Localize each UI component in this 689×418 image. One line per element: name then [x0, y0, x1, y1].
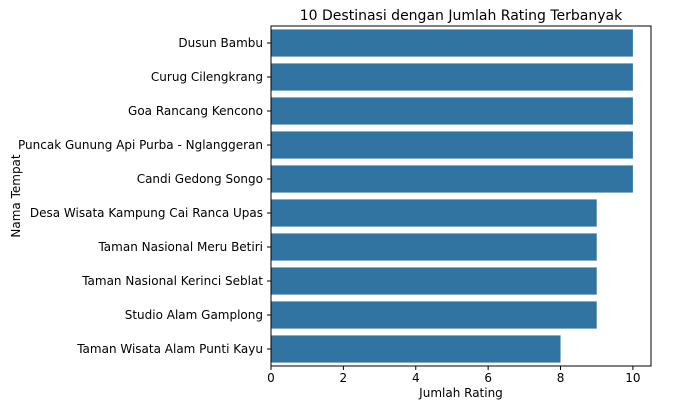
y-tick-label: Studio Alam Gamplong — [125, 308, 263, 322]
bars-group — [271, 29, 633, 363]
x-tick-label: 8 — [557, 371, 565, 385]
bar — [271, 301, 597, 329]
plot-frame — [270, 25, 652, 367]
y-tick-label: Curug Cilengkrang — [151, 70, 263, 84]
y-tick-label: Goa Rancang Kencono — [128, 104, 263, 118]
bar — [271, 199, 597, 227]
bar — [271, 233, 597, 261]
bar — [271, 131, 633, 159]
x-ticks-group: 0 2 4 6 8 10 — [267, 366, 641, 385]
bar — [271, 165, 633, 193]
x-tick-label: 10 — [625, 371, 640, 385]
y-tick-label: Taman Wisata Alam Punti Kayu — [76, 342, 263, 356]
bar — [271, 267, 597, 295]
y-tick-label: Taman Nasional Kerinci Seblat — [81, 274, 263, 288]
y-tick-label: Desa Wisata Kampung Cai Ranca Upas — [30, 206, 263, 220]
x-tick-label: 0 — [267, 371, 275, 385]
x-axis-label: Jumlah Rating — [418, 386, 503, 400]
y-tick-labels-group: Dusun Bambu Curug Cilengkrang Goa Rancang … — [18, 36, 271, 356]
chart-title: 10 Destinasi dengan Jumlah Rating Terban… — [300, 8, 623, 24]
y-tick-label: Puncak Gunung Api Purba - Nglanggeran — [18, 138, 263, 152]
y-tick-label: Taman Nasional Meru Betiri — [97, 240, 263, 254]
y-tick-label: Candi Gedong Songo — [137, 172, 263, 186]
y-tick-label: Dusun Bambu — [178, 36, 263, 50]
x-tick-label: 4 — [412, 371, 420, 385]
bar — [271, 97, 633, 125]
x-tick-label: 2 — [340, 371, 348, 385]
bar — [271, 335, 561, 363]
x-tick-label: 6 — [484, 371, 492, 385]
bar — [271, 63, 633, 91]
bar — [271, 29, 633, 57]
y-axis-label: Nama Tempat — [9, 154, 23, 238]
